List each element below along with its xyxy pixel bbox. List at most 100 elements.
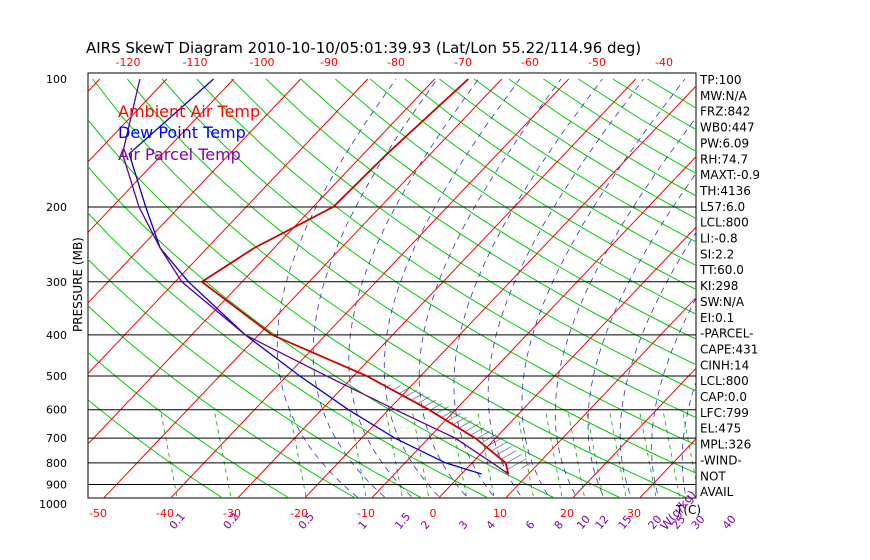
isotherm-line [768, 79, 870, 504]
stat-line: LCL:800 [700, 374, 749, 388]
bottom-temp-tick-label: -10 [357, 507, 375, 520]
dry-adiabat-line [335, 78, 696, 315]
isotherm-line [438, 226, 696, 498]
stat-line: MPL:326 [700, 438, 751, 452]
mixing-ratio-tick-label: 2 [418, 518, 432, 532]
mixing-ratio-tick-label: 40 [720, 513, 739, 532]
mixing-ratio-line [411, 409, 430, 498]
dry-adiabat-line [369, 78, 696, 291]
legend-air-parcel-temp: Air Parcel Temp [118, 145, 241, 164]
bottom-temp-tick-label: 0 [430, 507, 437, 520]
isobars [88, 206, 696, 486]
moist-adiabat-line [521, 78, 686, 498]
isotherm-line [170, 78, 570, 498]
dry-adiabat-line [508, 78, 696, 197]
moist-adiabat-line [554, 117, 696, 498]
isotherm-line [0, 79, 33, 504]
dry-adiabat-line [88, 399, 224, 498]
top-temp-tick-label: -90 [320, 56, 338, 69]
moist-adiabat-line [383, 78, 521, 498]
top-temp-tick-label: -110 [183, 56, 208, 69]
moist-adiabat-line [276, 78, 397, 498]
top-temp-tick-label: -40 [655, 56, 673, 69]
bottom-temp-tick-label: -40 [156, 507, 174, 520]
pressure-tick-label: 300 [46, 276, 67, 289]
stat-line: NOT [700, 469, 726, 483]
stat-line: CINH:14 [700, 358, 749, 372]
bottom-temp-tick-label: 10 [493, 507, 507, 520]
mixing-ratio-line [213, 409, 232, 498]
moist-adiabat-line [312, 78, 438, 498]
moist-adiabat-line [453, 78, 603, 498]
isotherm-line [835, 79, 870, 504]
stat-line: KI:298 [700, 279, 738, 293]
dry-adiabat-line [88, 212, 490, 498]
y-axis-label: PRESSURE (MB) [71, 237, 85, 332]
cape-area [366, 376, 534, 474]
stat-line: WB0:447 [700, 121, 755, 135]
isotherm-line [88, 78, 436, 445]
dry-adiabat-line [300, 78, 696, 340]
moist-adiabat-line [619, 231, 696, 498]
isotherm-line [88, 78, 235, 234]
stat-line: SI:2.2 [700, 247, 734, 261]
stat-line: L57:6.0 [700, 200, 745, 214]
mixing-ratio-tick-label: 3 [456, 518, 470, 532]
isotherm-line [88, 78, 302, 304]
isotherm-line [371, 155, 696, 498]
top-temp-tick-label: -120 [116, 56, 141, 69]
stat-line: -PARCEL- [700, 327, 754, 341]
stat-line: TH:4136 [699, 184, 751, 198]
pressure-tick-label: 400 [46, 329, 67, 342]
mixing-ratio-tick-label: 1.5 [392, 510, 413, 532]
tc-axis-label: T(C) [675, 503, 701, 517]
mixing-ratio-tick-label: 12 [593, 513, 612, 532]
moist-adiabat-line [651, 297, 696, 498]
isotherm-line [237, 78, 637, 498]
isotherm-line [304, 85, 696, 498]
dry-adiabat-line [231, 78, 696, 392]
air-parcel-temp-line [121, 78, 509, 475]
stat-line: -WIND- [700, 453, 742, 467]
bottom-temp-tick-label: 30 [627, 507, 641, 520]
pressure-tick-label: 800 [46, 457, 67, 470]
mixing-ratio-tick-label: 8 [552, 518, 566, 532]
mixing-ratio-line [638, 409, 657, 498]
dry-adiabat-line [88, 351, 290, 498]
pressure-tick-label: 1000 [39, 498, 67, 511]
cape-hatch-region [366, 376, 534, 474]
plot-area [0, 72, 870, 504]
stat-line: LCL:800 [700, 216, 749, 230]
legend-dew-point-temp: Dew Point Temp [118, 123, 246, 142]
dry-adiabat-line [196, 78, 696, 419]
pressure-tick-label: 500 [46, 370, 67, 383]
stat-line: MAXT:-0.9 [700, 168, 760, 182]
stat-line: PW:6.09 [700, 136, 749, 150]
isotherm-line [88, 78, 369, 375]
mixing-ratio-tick-label: 4 [484, 518, 498, 532]
moist-adiabat-line [681, 380, 696, 498]
mixing-ratio-line [585, 409, 604, 498]
legend: Ambient Air Temp Dew Point Temp Air Parc… [118, 102, 260, 164]
stat-line: MW:N/A [700, 89, 748, 103]
pressure-tick-label: 600 [46, 404, 67, 417]
moist-adiabat-line [587, 172, 696, 498]
bottom-temp-tick-label: -50 [89, 507, 107, 520]
top-temp-tick-label: -100 [250, 56, 275, 69]
mixing-ratio-line [348, 409, 367, 498]
isotherm-line [572, 367, 696, 498]
plot-frame [87, 72, 697, 499]
top-temp-tick-label: -50 [588, 56, 606, 69]
isotherm-line [639, 438, 696, 498]
chart-title: AIRS SkewT Diagram 2010-10-10/05:01:39.9… [86, 39, 641, 57]
pressure-tick-label: 200 [46, 201, 67, 214]
dry-adiabat-line [126, 78, 696, 474]
pressure-tick-label: 700 [46, 432, 67, 445]
bottom-temp-tick-label: -30 [223, 507, 241, 520]
pressure-tick-label: 100 [46, 73, 67, 86]
mixing-ratio-tick-label: 6 [523, 518, 537, 532]
pressure-tick-label: 900 [46, 479, 67, 492]
